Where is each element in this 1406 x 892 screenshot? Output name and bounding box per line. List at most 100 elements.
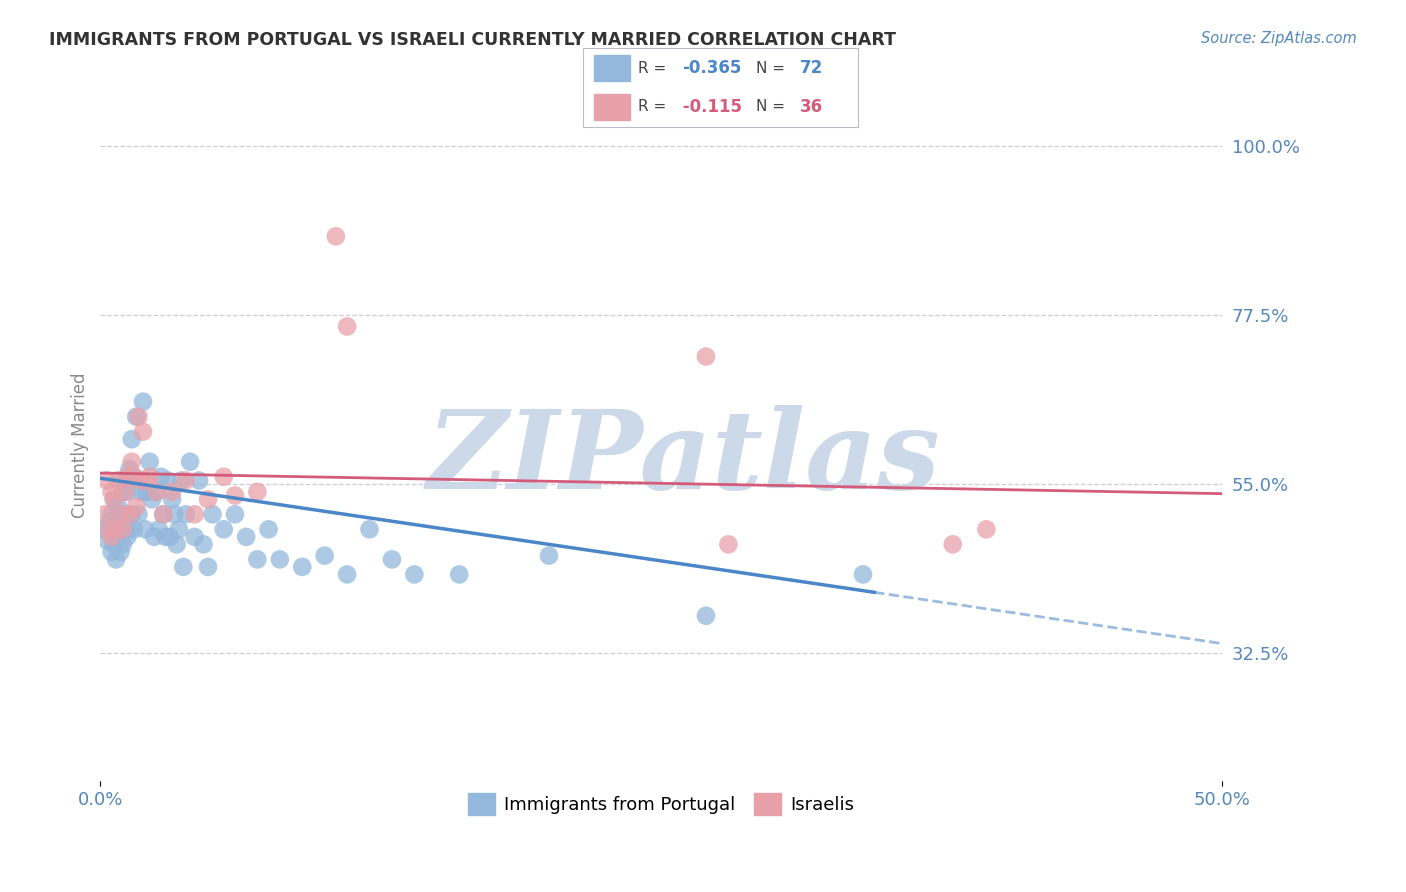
Legend: Immigrants from Portugal, Israelis: Immigrants from Portugal, Israelis	[461, 786, 860, 822]
Point	[105, 522, 128, 536]
Point	[170, 474, 193, 488]
Point	[160, 492, 183, 507]
Point	[160, 484, 183, 499]
Point	[117, 484, 139, 499]
Text: ZIPatlas: ZIPatlas	[426, 405, 941, 512]
Point	[138, 469, 160, 483]
Point	[257, 522, 280, 536]
Point	[134, 484, 156, 499]
Point	[336, 319, 359, 334]
Point	[163, 508, 186, 522]
Point	[107, 500, 129, 514]
Point	[111, 537, 134, 551]
Point	[152, 508, 174, 522]
Point	[717, 537, 740, 551]
Point	[103, 492, 125, 507]
Point	[359, 522, 381, 536]
Point	[134, 474, 156, 488]
Point	[269, 552, 291, 566]
Point	[100, 545, 122, 559]
Point	[167, 522, 190, 536]
Point	[235, 530, 257, 544]
Point	[695, 608, 717, 623]
Point	[107, 530, 129, 544]
Point	[114, 474, 136, 488]
Point	[100, 484, 122, 499]
Point	[132, 425, 155, 439]
Point	[695, 350, 717, 364]
Point	[212, 522, 235, 536]
Point	[143, 530, 166, 544]
Point	[159, 530, 181, 544]
Point	[193, 537, 215, 551]
Point	[224, 508, 246, 522]
Y-axis label: Currently Married: Currently Married	[72, 372, 89, 517]
Point	[381, 552, 404, 566]
Point	[100, 530, 122, 544]
Point	[127, 409, 149, 424]
Point	[121, 455, 143, 469]
Bar	[595, 94, 630, 120]
Point	[201, 508, 224, 522]
Point	[125, 500, 148, 514]
Text: R =: R =	[638, 61, 672, 76]
Point	[125, 409, 148, 424]
Point	[246, 552, 269, 566]
Point	[110, 545, 132, 559]
Text: R =: R =	[638, 99, 672, 114]
Text: N =: N =	[756, 61, 790, 76]
Point	[114, 522, 136, 536]
Point	[100, 508, 122, 522]
Point	[149, 469, 172, 483]
Text: N =: N =	[756, 99, 790, 114]
Point	[94, 522, 117, 536]
Point	[98, 522, 121, 536]
Point	[111, 522, 134, 536]
Text: 36: 36	[800, 97, 823, 116]
Point	[129, 484, 152, 499]
Point	[98, 515, 121, 529]
Point	[103, 492, 125, 507]
Point	[132, 394, 155, 409]
Point	[127, 508, 149, 522]
Point	[136, 484, 159, 499]
Point	[111, 484, 134, 499]
Text: 72: 72	[800, 59, 824, 78]
Point	[107, 474, 129, 488]
Point	[114, 484, 136, 499]
Point	[172, 560, 194, 574]
Point	[976, 522, 998, 536]
Point	[110, 508, 132, 522]
Point	[121, 432, 143, 446]
Point	[197, 492, 219, 507]
Point	[138, 455, 160, 469]
Point	[174, 474, 197, 488]
Point	[122, 522, 145, 536]
Text: -0.365: -0.365	[682, 59, 741, 78]
Point	[118, 462, 141, 476]
Point	[852, 567, 875, 582]
Point	[118, 522, 141, 536]
Point	[188, 474, 211, 488]
Point	[148, 522, 170, 536]
Point	[117, 469, 139, 483]
Point	[110, 515, 132, 529]
Point	[179, 455, 201, 469]
Text: IMMIGRANTS FROM PORTUGAL VS ISRAELI CURRENTLY MARRIED CORRELATION CHART: IMMIGRANTS FROM PORTUGAL VS ISRAELI CURR…	[49, 31, 896, 49]
Point	[122, 469, 145, 483]
Point	[291, 560, 314, 574]
Point	[314, 549, 336, 563]
Point	[103, 537, 125, 551]
Point	[336, 567, 359, 582]
Point	[224, 489, 246, 503]
Point	[105, 552, 128, 566]
Text: -0.115: -0.115	[676, 97, 742, 116]
Point	[183, 508, 205, 522]
Point	[94, 508, 117, 522]
Point	[96, 533, 118, 548]
Point	[118, 508, 141, 522]
Point	[134, 522, 156, 536]
Point	[141, 492, 163, 507]
Point	[145, 484, 167, 499]
Point	[152, 508, 174, 522]
